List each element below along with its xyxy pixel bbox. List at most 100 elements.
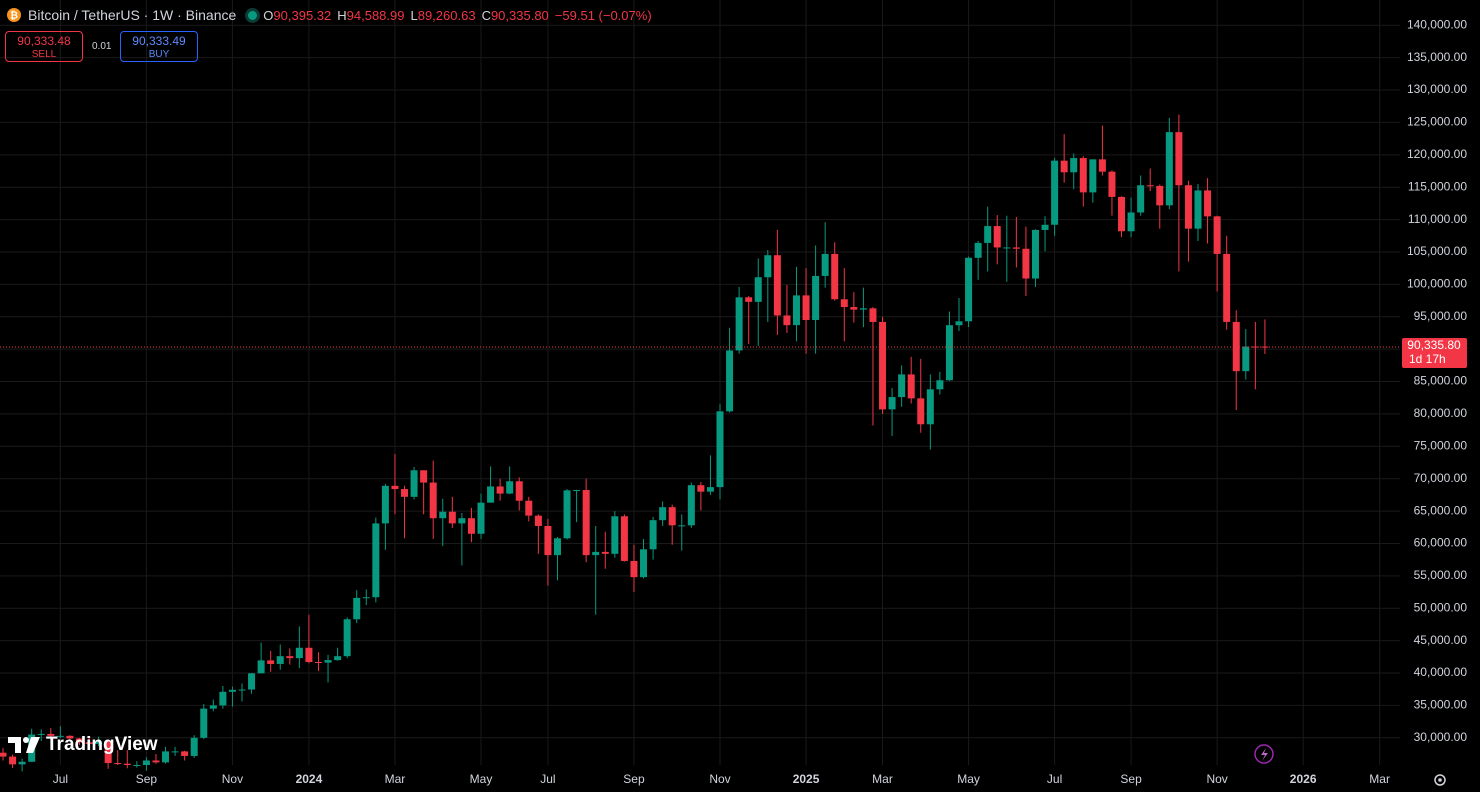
y-tick-label: 80,000.00 (1414, 406, 1468, 420)
candle-body (209, 705, 217, 709)
sell-label: SELL (31, 49, 57, 60)
candle-body (238, 689, 246, 691)
candle-body (802, 295, 810, 320)
candle-body (9, 756, 17, 765)
candle-body (1242, 346, 1250, 372)
y-tick-label: 115,000.00 (1408, 179, 1467, 193)
market-status[interactable] (248, 10, 258, 20)
y-tick-label: 100,000.00 (1407, 277, 1467, 291)
open-key: O (263, 7, 274, 23)
candle-body (190, 737, 198, 756)
candle-body (429, 482, 437, 519)
candle-body (1261, 346, 1269, 348)
candle-body (142, 760, 150, 765)
x-tick-label: 2025 (793, 772, 820, 786)
candle-body (1146, 185, 1154, 187)
candle-body (219, 691, 227, 706)
watermark-logo (8, 737, 40, 753)
candle-body (582, 490, 590, 556)
buy-label: BUY (148, 49, 170, 60)
alert-icon[interactable] (1254, 744, 1274, 764)
x-tick-label: Jul (1047, 772, 1062, 786)
symbol[interactable]: Bitcoin / TetherUS · 1W · Binance (28, 7, 237, 23)
y-tick-label: 45,000.00 (1414, 633, 1468, 647)
candle-body (573, 490, 581, 492)
close-value: 90,335.80 (490, 7, 549, 23)
y-tick-label: 135,000.00 (1407, 50, 1467, 64)
candle-body (706, 487, 714, 492)
x-tick-label: 2026 (1290, 772, 1317, 786)
y-tick-label: 30,000.00 (1414, 730, 1468, 744)
candle-body (592, 551, 600, 556)
axes: 30,000.00 35,000.00 40,000.00 45,000.00 50,0… (53, 17, 1468, 786)
candle-body (1194, 190, 1202, 229)
candle-body (0, 752, 7, 757)
candle-body (687, 485, 695, 526)
candle-body (448, 511, 456, 524)
candle-body (314, 662, 322, 664)
candle-body (410, 470, 418, 497)
candle-body (1003, 247, 1011, 249)
candle-body (544, 525, 552, 556)
buy-button[interactable]: 90,333.49 BUY (120, 31, 198, 62)
candle-body (439, 511, 447, 519)
candles (0, 114, 1400, 772)
last-price-label: 90,335.80 (1407, 338, 1461, 352)
candle-body (267, 660, 275, 664)
candle-body (353, 597, 361, 620)
candle-body (898, 374, 906, 398)
candle-body (1089, 159, 1097, 193)
candle-body (926, 389, 934, 425)
candle-body (295, 647, 303, 659)
candle-body (37, 733, 45, 735)
candle-body (152, 760, 160, 763)
candle-body (907, 374, 915, 399)
x-tick-label: Nov (222, 772, 243, 786)
y-tick-label: 110,000.00 (1408, 212, 1467, 226)
sell-button[interactable]: 90,333.48 SELL (5, 31, 83, 62)
x-tick-label: Sep (623, 772, 645, 786)
candle-body (1204, 190, 1212, 217)
candle-body (1041, 224, 1049, 230)
change: −59.51 (−0.07%) (554, 7, 652, 23)
x-tick-label: Jul (53, 772, 68, 786)
candle-body (620, 516, 628, 561)
btc-icon: ₿ (7, 8, 21, 22)
candle-body (917, 398, 925, 425)
candle-body (200, 708, 208, 738)
candle-body (477, 502, 485, 534)
x-tick-label: Sep (1120, 772, 1142, 786)
high-value: 94,588.99 (346, 7, 405, 23)
settings-icon[interactable] (1434, 774, 1446, 786)
candle-body (228, 689, 236, 692)
y-tick-label: 35,000.00 (1414, 698, 1468, 712)
candle-body (955, 321, 963, 326)
candle-body (487, 486, 495, 503)
watermark[interactable]: TradingView (8, 734, 158, 756)
candle-body (104, 741, 112, 764)
x-tick-label: Nov (1206, 772, 1227, 786)
x-tick-label: Mar (1369, 772, 1390, 786)
grid (0, 0, 1400, 765)
y-tick-label: 105,000.00 (1407, 244, 1467, 258)
candle-body (1251, 346, 1259, 348)
y-tick-label: 60,000.00 (1414, 536, 1468, 550)
candle-body (334, 656, 342, 661)
candle-body (984, 226, 992, 243)
candle-body (534, 515, 542, 526)
watermark-text: TradingView (46, 734, 158, 755)
candle-body (286, 656, 294, 659)
sell-price: 90,333.48 (17, 34, 71, 48)
candle-body (458, 518, 466, 524)
legend: ₿ Bitcoin / TetherUS · 1W · Binance O 90,… (0, 5, 658, 25)
candle-body (859, 308, 867, 310)
buy-price: 90,333.49 (132, 34, 186, 48)
candle-body (840, 299, 848, 308)
candle-body (726, 350, 734, 412)
candle-body (563, 490, 571, 539)
candle-body (1060, 160, 1068, 173)
candle-body (248, 673, 256, 690)
candle-body (506, 481, 514, 494)
